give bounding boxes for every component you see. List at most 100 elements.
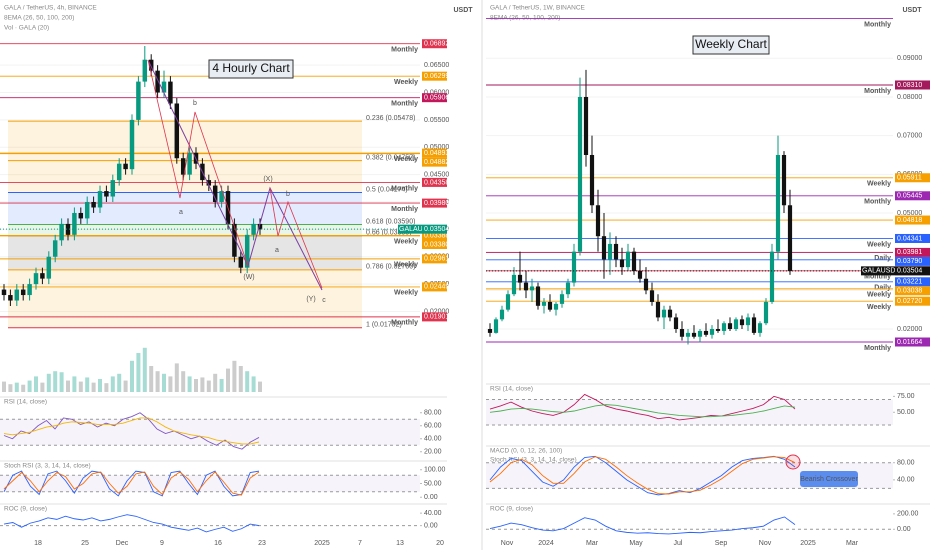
volume-bar	[98, 379, 102, 392]
symbol-label: GALAUSDT	[862, 268, 900, 275]
candle-body	[613, 243, 619, 260]
candle-body	[238, 256, 244, 268]
volume-bar	[155, 371, 160, 392]
candle-body	[619, 259, 625, 268]
x-tick-label: 9	[160, 540, 164, 547]
indicator-line	[489, 404, 796, 418]
candle-body	[667, 309, 673, 318]
level-tag: Weekly	[394, 156, 418, 163]
price-box-label: 0.04882	[424, 159, 449, 166]
volume-bar	[136, 353, 141, 392]
volume-bar	[213, 373, 218, 392]
candle-body	[679, 329, 685, 337]
candle-body	[187, 152, 192, 175]
volume-bar	[251, 376, 256, 392]
price-box-label: 0.04893	[424, 150, 449, 157]
level-tag: Weekly	[867, 181, 891, 188]
volume-bar	[66, 380, 70, 392]
price-box-label: 0.06299	[424, 73, 449, 80]
wave-line	[147, 59, 249, 267]
candle-body	[583, 96, 589, 155]
level-tag: Monthly	[864, 88, 891, 95]
indicator-line	[489, 455, 796, 496]
content-layer: GALA / TetherUS, 4h, BINANCE 8EMA (26, 50…	[0, 5, 930, 547]
candle-body	[715, 329, 721, 331]
candle-body	[123, 163, 128, 170]
price-box-label: 0.03388	[424, 232, 449, 239]
candle-body	[541, 301, 547, 306]
y-tick-label: 0.08000	[897, 94, 922, 101]
level-tag: Monthly	[391, 185, 418, 192]
volume-bar	[117, 373, 122, 392]
volume-bar	[2, 381, 6, 392]
y-tick-label: 0.00	[424, 522, 438, 529]
candle-body	[155, 70, 160, 93]
wave-label: a	[179, 209, 183, 216]
level-tag: Weekly	[867, 241, 891, 248]
indicator-line	[3, 471, 260, 496]
candle-body	[643, 278, 649, 291]
x-tick-label: Dec	[116, 540, 129, 547]
crossover-marker	[785, 454, 801, 470]
level-tag: Weekly	[394, 290, 418, 297]
y-tick-label: 75.00	[897, 393, 915, 400]
price-box	[895, 337, 930, 347]
candle-body	[547, 301, 553, 310]
candle-body	[219, 191, 224, 203]
volume-bar	[27, 380, 32, 392]
price-box	[422, 230, 447, 240]
x-tick-label: 2025	[800, 540, 816, 547]
y-tick-label: 0.00	[424, 494, 438, 501]
x-tick-label: May	[629, 540, 643, 547]
volume-bar	[40, 382, 45, 392]
volume-bar	[149, 366, 154, 392]
x-tick-label: Nov	[759, 540, 772, 547]
candle-body	[649, 290, 655, 302]
y-tick-label: 40.00	[424, 510, 442, 517]
candle-body	[84, 202, 90, 219]
price-box	[422, 239, 447, 249]
x-tick-label: 2025	[314, 540, 330, 547]
candle-body	[733, 319, 739, 330]
candle-body	[595, 205, 601, 237]
header-text: 8EMA (26, 50, 100, 200)	[4, 15, 74, 22]
candle-body	[180, 158, 186, 175]
candle-body	[142, 59, 148, 82]
price-box-label: 0.05445	[897, 193, 922, 200]
candle-body	[116, 163, 122, 181]
fib-label: 0.382 (0.04757)	[366, 154, 415, 161]
candle-body	[769, 251, 775, 302]
candle-body	[523, 282, 529, 291]
level-tag: Monthly	[391, 206, 418, 213]
pane-title: RSI (14, close)	[4, 399, 47, 406]
price-box	[895, 256, 930, 266]
candle-body	[8, 295, 13, 301]
candle-body	[52, 240, 58, 257]
x-tick-label: 18	[34, 540, 42, 547]
volume-bar	[104, 383, 109, 392]
candle-body	[168, 81, 173, 104]
indicator-line	[489, 516, 796, 535]
price-box-label: 0.03380	[424, 241, 449, 248]
y-tick-label: 80.00	[424, 410, 442, 417]
pane-band	[486, 399, 893, 425]
candle-body	[232, 223, 237, 257]
candle-body	[655, 301, 661, 318]
unit-label: USDT	[453, 7, 473, 14]
level-tag: Weekly	[867, 304, 891, 311]
candle-body	[97, 191, 103, 208]
wave-label: c	[322, 297, 326, 304]
chart-title: Weekly Chart	[695, 37, 767, 51]
price-box-label: 0.02449	[424, 284, 449, 291]
volume-bar	[21, 384, 26, 392]
y-tick-label: 60.00	[424, 423, 442, 430]
candle-body	[559, 294, 565, 304]
price-box-label: 0.01901	[424, 314, 449, 321]
volume-bar	[200, 377, 205, 392]
level-tag: Monthly	[864, 21, 891, 28]
y-tick-label: 0.05000	[424, 144, 449, 151]
wave-line	[147, 59, 323, 291]
symbol-box	[398, 224, 422, 234]
candle-body	[174, 103, 180, 159]
symbol-label: GALAUSDT	[399, 226, 437, 233]
